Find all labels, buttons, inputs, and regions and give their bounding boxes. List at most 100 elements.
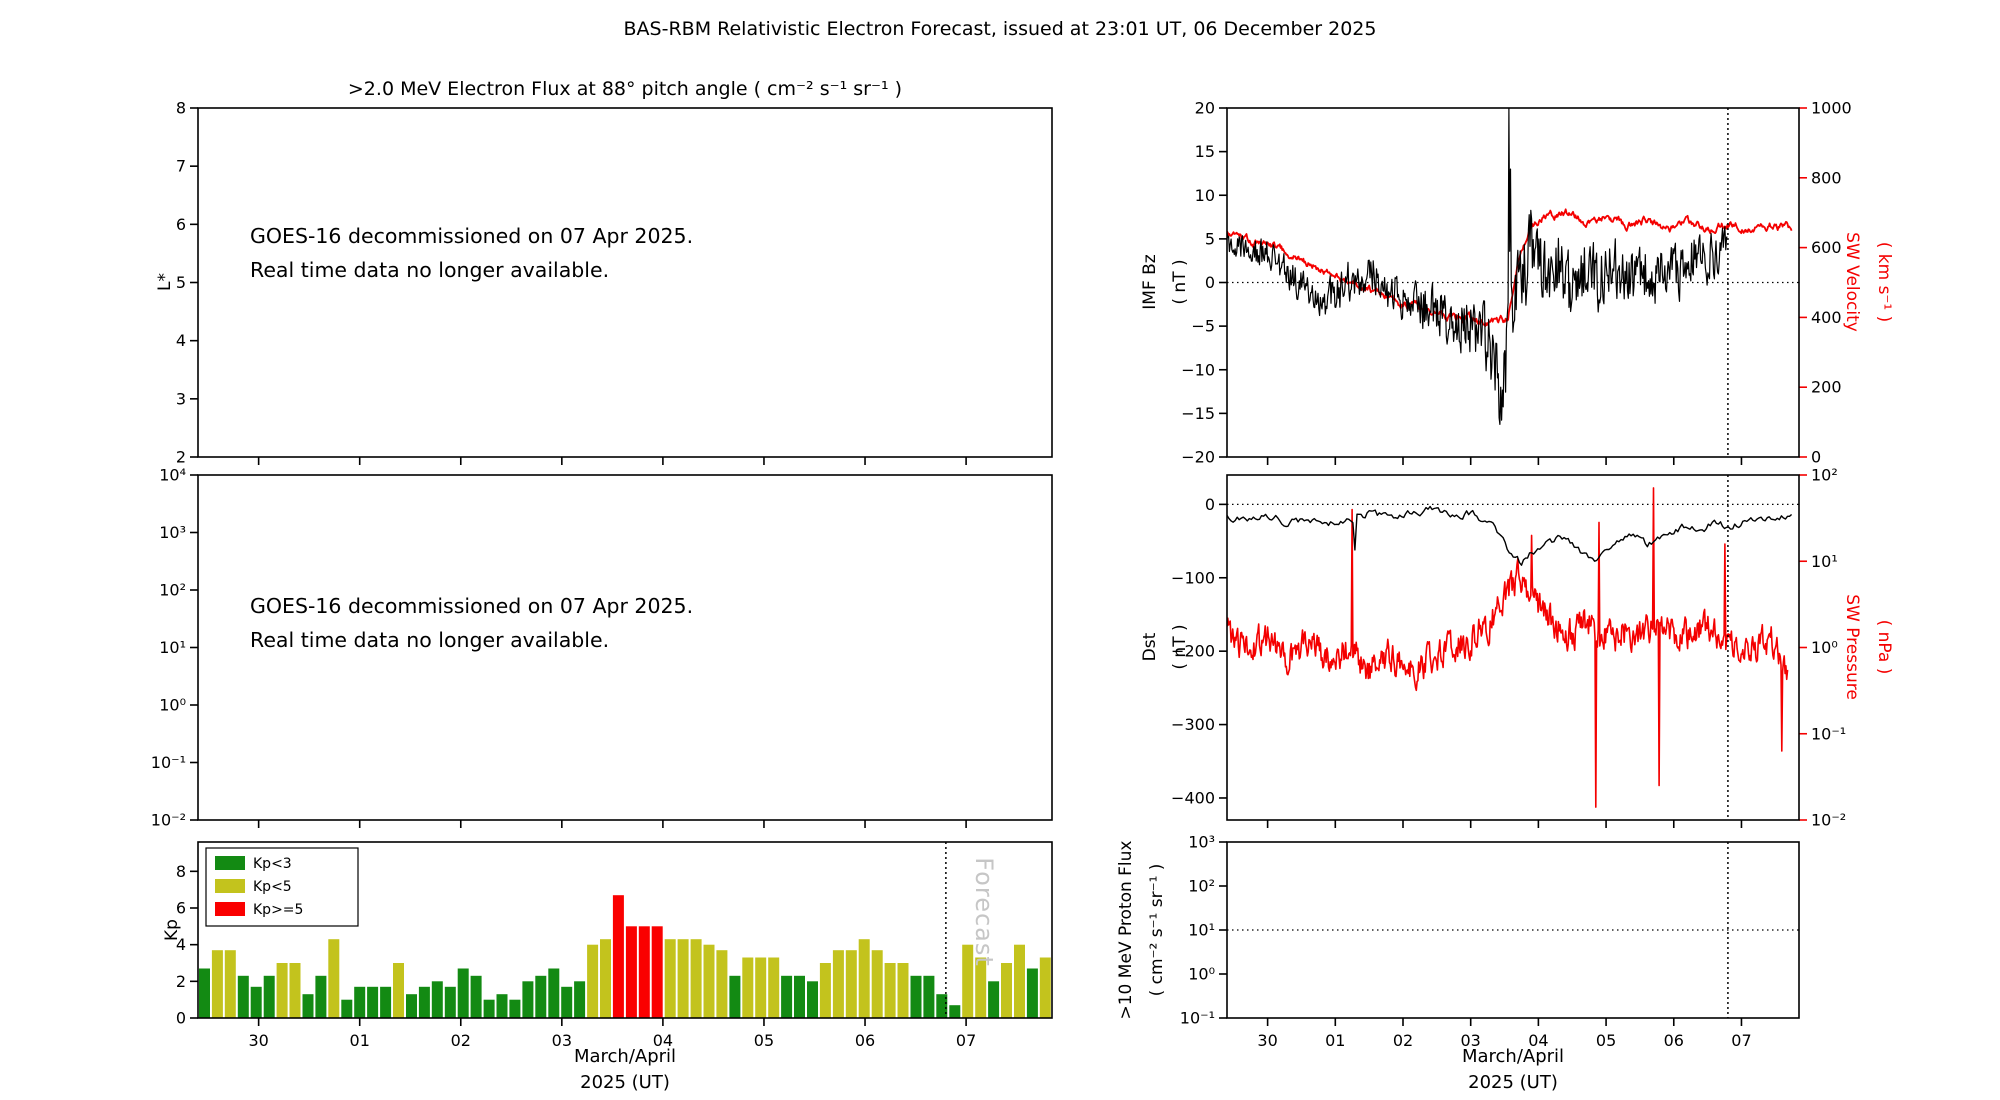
- x-tick-label: 03: [1461, 1031, 1481, 1050]
- kp-bar: [367, 986, 379, 1018]
- dst-axis-label: Dst: [1140, 632, 1160, 662]
- goes16-notice-electron: GOES-16 decommissioned on 07 Apr 2025. R…: [250, 219, 693, 287]
- kp-y-axis-label: Kp: [162, 919, 182, 941]
- kp-bar: [276, 963, 288, 1018]
- dst-frame: [1226, 474, 1800, 821]
- flux-log-panel: 10⁻² 10⁻¹ 10⁰ 10¹ 10² 10³ 10⁴: [151, 466, 1053, 830]
- kp-bar: [677, 939, 689, 1018]
- y-tick-label: 10⁻¹: [151, 753, 186, 772]
- kp-bar: [988, 981, 1000, 1018]
- kp-bar: [315, 975, 327, 1018]
- y-tick-label: −20: [1181, 448, 1215, 467]
- notice-line: GOES-16 decommissioned on 07 Apr 2025.: [250, 224, 694, 248]
- sw-velocity-series: [1227, 208, 1793, 328]
- kp-bar: [858, 939, 870, 1018]
- kp-bar: [871, 950, 883, 1018]
- y-tick-label: 10³: [159, 523, 186, 542]
- kp-bar: [845, 950, 857, 1018]
- y-tick-right-label: 800: [1811, 168, 1842, 187]
- y-tick-label: 2: [176, 972, 186, 991]
- electron-panel-title: >2.0 MeV Electron Flux at 88° pitch angl…: [347, 78, 903, 100]
- y-tick-label: 10⁻¹: [1180, 1009, 1215, 1028]
- kp-bar: [742, 957, 754, 1018]
- y-tick-right-label: 600: [1811, 238, 1842, 257]
- kp-bar: [884, 963, 896, 1018]
- x-axis-label-left: March/April: [573, 1046, 677, 1067]
- y-tick-label: 10: [1195, 186, 1215, 205]
- y-tick-label: −300: [1171, 715, 1215, 734]
- y-tick-label: 6: [176, 215, 186, 234]
- y-tick-label: 10⁰: [1188, 965, 1215, 984]
- kp-bar: [418, 986, 430, 1018]
- sw-velocity-axis-label: SW Velocity: [1842, 232, 1862, 332]
- y-tick-label: 15: [1195, 142, 1215, 161]
- kp-bar: [302, 994, 314, 1018]
- kp-bar: [807, 981, 818, 1018]
- y-tick-label: 2: [176, 448, 186, 467]
- x-tick-label: 02: [451, 1031, 471, 1050]
- x-tick-label: 07: [956, 1031, 976, 1050]
- kp-bar: [690, 939, 702, 1018]
- kp-legend: Kp<3 Kp<5 Kp>=5: [205, 847, 359, 927]
- x-tick-label: 06: [1664, 1031, 1684, 1050]
- kp-bar: [949, 1005, 961, 1018]
- y-tick-right-label: 200: [1811, 378, 1842, 397]
- imf-bz-axis-label: IMF Bz: [1140, 254, 1160, 310]
- kp-bar: [237, 975, 249, 1018]
- y-tick-label: 5: [176, 273, 186, 292]
- kp-legend-swatch: [215, 856, 245, 870]
- kp-bar: [794, 975, 805, 1018]
- electron-frame: [197, 107, 1053, 458]
- y-tick-label: −5: [1191, 317, 1215, 336]
- goes16-notice-flux: GOES-16 decommissioned on 07 Apr 2025. R…: [250, 589, 693, 657]
- imf-bz-axis-unit: ( nT ): [1170, 259, 1190, 305]
- proton-panel: 10⁻¹ 10⁰ 10¹ 10² 10³ 30 01 02 03 04 05 06 07: [1180, 833, 1800, 1050]
- x-tick-label: 01: [1325, 1031, 1345, 1050]
- x-tick-label: 07: [1731, 1031, 1751, 1050]
- y-tick-label: 0: [1205, 273, 1215, 292]
- kp-bar: [470, 975, 482, 1018]
- y-tick-label: −10: [1181, 360, 1215, 379]
- kp-bar: [703, 944, 715, 1018]
- notice-line: GOES-16 decommissioned on 07 Apr 2025.: [250, 594, 694, 618]
- kp-bar: [1014, 944, 1025, 1018]
- kp-bar: [819, 963, 831, 1018]
- proton-axis-unit: ( cm⁻² s⁻¹ sr⁻¹ ): [1147, 863, 1167, 997]
- kp-bar: [716, 950, 728, 1018]
- x-tick-label: 06: [855, 1031, 875, 1050]
- kp-bar: [600, 939, 611, 1018]
- notice-line: Real time data no longer available.: [250, 258, 610, 282]
- y-tick-right-label: 10¹: [1811, 552, 1838, 571]
- y-tick-label: −15: [1181, 404, 1215, 423]
- y-tick-right-label: 10⁻¹: [1811, 724, 1846, 743]
- x-tick-label: 01: [350, 1031, 370, 1050]
- x-tick-label: 04: [1528, 1031, 1548, 1050]
- kp-bar: [341, 999, 353, 1018]
- proton-frame: [1226, 841, 1800, 1019]
- kp-bar: [211, 950, 223, 1018]
- x-axis-label-right: March/April: [1461, 1046, 1565, 1067]
- y-tick-label: 10³: [1188, 833, 1215, 852]
- kp-bar: [289, 963, 301, 1018]
- y-tick-label: 8: [176, 862, 186, 881]
- kp-legend-label: Kp>=5: [253, 902, 303, 918]
- y-tick-label: 5: [1205, 229, 1215, 248]
- kp-bar: [444, 986, 456, 1018]
- dst-series: [1227, 505, 1793, 566]
- y-tick-right-label: 10²: [1811, 466, 1838, 485]
- notice-line: Real time data no longer available.: [250, 628, 610, 652]
- x-tick-label: 05: [1596, 1031, 1616, 1050]
- x-tick-label: 05: [754, 1031, 774, 1050]
- y-tick-label: −400: [1171, 788, 1215, 807]
- kp-bar: [328, 939, 340, 1018]
- kp-bar: [910, 975, 922, 1018]
- dst-panel: 0 −100 −200 −300 −400 10⁻² 10⁻¹ 10⁰ 10¹ 10²: [1171, 466, 1846, 830]
- x-axis-sublabel-right: 2025 (UT): [1468, 1072, 1558, 1093]
- y-tick-label: 4: [176, 331, 186, 350]
- kp-bar: [832, 950, 844, 1018]
- y-tick-label: 10²: [159, 581, 186, 600]
- kp-legend-label: Kp<5: [253, 879, 292, 895]
